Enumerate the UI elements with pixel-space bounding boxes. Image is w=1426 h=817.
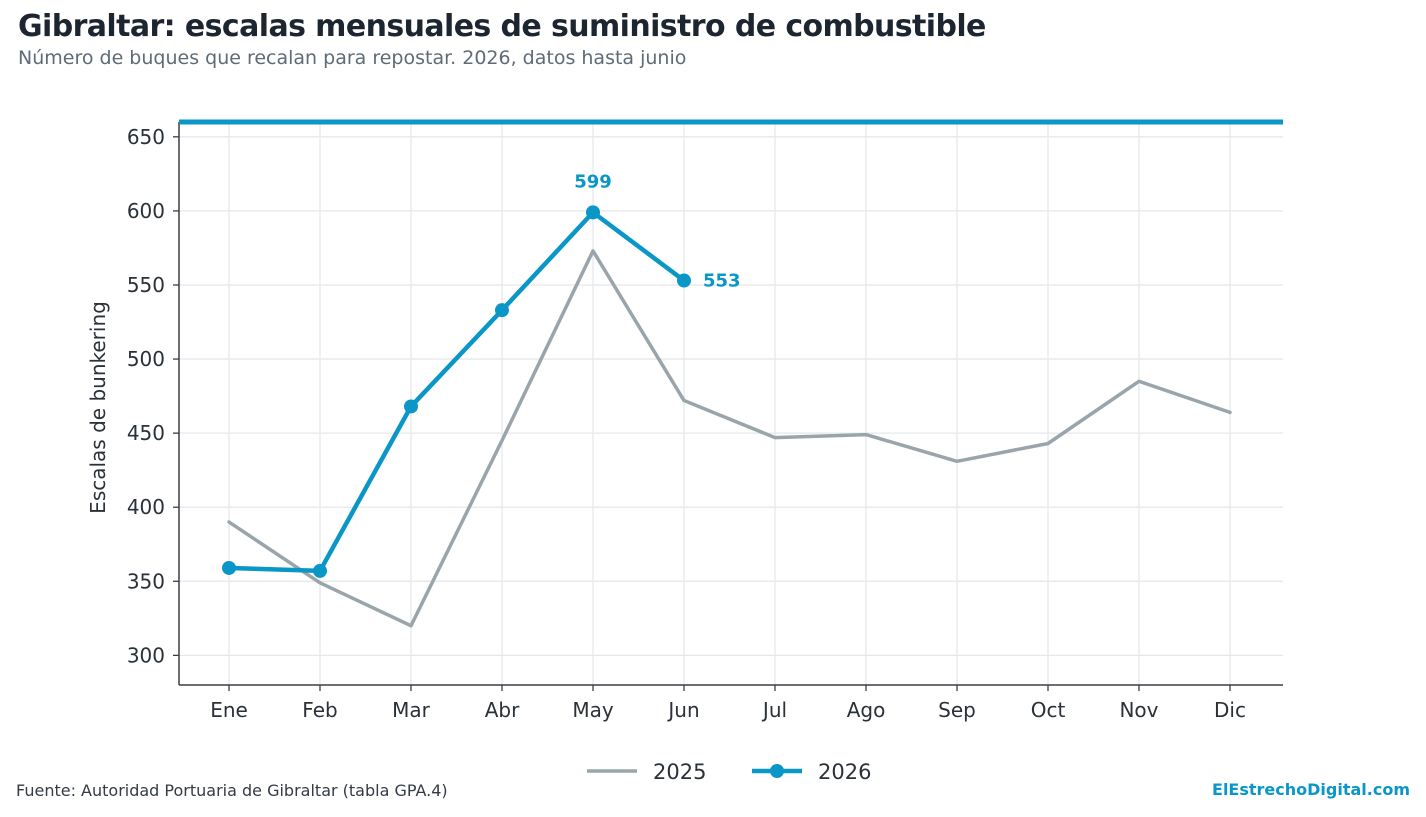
y-tick-label: 500: [127, 347, 165, 371]
data-point-2026: [586, 205, 600, 220]
x-tick-label: May: [572, 698, 614, 722]
x-tick-label: Jul: [761, 698, 787, 722]
data-point-2026: [495, 303, 509, 318]
y-tick-label: 650: [127, 125, 165, 149]
y-tick-label: 400: [127, 495, 165, 519]
data-point-2026: [404, 399, 418, 414]
x-tick-label: Oct: [1031, 698, 1066, 722]
source-note: Fuente: Autoridad Portuaria de Gibraltar…: [16, 781, 448, 800]
x-tick-label: Nov: [1119, 698, 1158, 722]
brand-link[interactable]: ElEstrechoDigital.com: [1212, 780, 1410, 799]
series-line-2025: [227, 249, 1232, 628]
data-point-2026: [222, 560, 236, 575]
x-tick-label: Abr: [485, 698, 520, 722]
x-tick-label: Feb: [302, 698, 337, 722]
x-tick-label: Sep: [938, 698, 976, 722]
x-tick-label: Jun: [666, 698, 699, 722]
data-label: 553: [703, 271, 741, 292]
x-tick-label: Dic: [1214, 698, 1246, 722]
data-point-2026: [677, 273, 691, 288]
y-tick-label: 550: [127, 273, 165, 297]
x-tick-label: Mar: [392, 698, 431, 722]
chart-subtitle: Número de buques que recalan para repost…: [18, 47, 687, 69]
y-axis-label: Escalas de bunkering: [86, 301, 110, 514]
y-tick-label: 300: [127, 643, 165, 667]
chart-title: Gibraltar: escalas mensuales de suminist…: [18, 9, 986, 44]
data-point-2026: [313, 563, 327, 578]
data-label: 599: [574, 171, 612, 192]
series-line-2026: [226, 210, 687, 574]
x-tick-label: Ene: [210, 698, 248, 722]
legend-label: 2025: [653, 760, 706, 784]
y-tick-label: 450: [127, 421, 165, 445]
y-tick-label: 600: [127, 199, 165, 223]
legend-label: 2026: [818, 760, 871, 784]
y-tick-label: 350: [127, 569, 165, 593]
legend-marker-2026: [770, 764, 784, 778]
x-tick-label: Ago: [847, 698, 886, 722]
